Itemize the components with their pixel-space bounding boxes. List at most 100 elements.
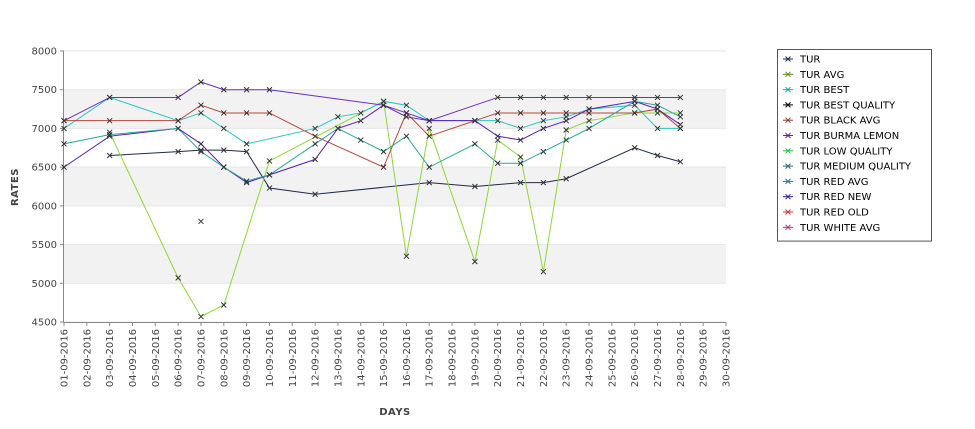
data-point	[198, 148, 204, 155]
data-point	[106, 152, 113, 159]
data-point	[380, 164, 387, 170]
data-point-stroke	[403, 113, 410, 120]
x-tick-label: 21-09-2016	[516, 329, 527, 387]
data-point-stroke	[472, 258, 478, 265]
data-point-stroke	[266, 172, 273, 178]
series-line	[63, 100, 681, 182]
data-point-stroke	[540, 110, 547, 116]
data-point-stroke	[472, 183, 478, 190]
data-point	[563, 94, 570, 101]
data-point-stroke	[426, 117, 433, 124]
data-point	[517, 94, 524, 101]
data-point-stroke	[563, 110, 570, 116]
data-point	[785, 147, 791, 154]
data-point	[563, 137, 570, 143]
data-point	[243, 148, 250, 155]
data-point-stroke	[785, 86, 791, 93]
x-tick-label: 15-09-2016	[379, 329, 390, 387]
data-point	[540, 148, 547, 155]
data-point	[494, 133, 501, 140]
data-point	[785, 102, 791, 108]
data-point	[106, 94, 113, 101]
axes	[63, 51, 726, 323]
y-tick-label: 8000	[32, 47, 57, 58]
data-point	[403, 253, 410, 260]
data-point	[517, 125, 524, 132]
data-point-stroke	[198, 110, 204, 116]
data-point-stroke	[403, 253, 410, 260]
data-point-stroke	[266, 185, 273, 191]
series-tur-red-avg	[61, 98, 684, 184]
data-point-stroke	[677, 121, 684, 128]
data-point-stroke	[540, 268, 547, 275]
x-tick-label: 07-09-2016	[196, 329, 207, 387]
data-point	[677, 158, 684, 165]
data-point-stroke	[198, 148, 204, 155]
legend-item: TUR MEDIUM QUALITY	[783, 162, 912, 173]
data-point	[472, 117, 478, 124]
data-point-stroke	[540, 148, 547, 155]
data-point-stroke	[175, 125, 181, 132]
x-tick-label: 23-09-2016	[562, 329, 573, 387]
x-tick-label: 29-09-2016	[699, 329, 710, 387]
data-point	[106, 131, 113, 138]
y-tick-label: 6500	[32, 163, 57, 174]
x-tick-label: 28-09-2016	[676, 329, 687, 387]
data-point	[677, 113, 684, 120]
data-point-stroke	[677, 158, 684, 165]
data-point-stroke	[517, 160, 524, 167]
x-tick-label: 19-09-2016	[470, 329, 481, 387]
data-point	[563, 175, 570, 182]
data-point-stroke	[494, 94, 501, 101]
y-tick-label: 7500	[32, 85, 57, 96]
series-tur	[106, 144, 684, 198]
data-point	[403, 133, 410, 140]
data-point	[357, 110, 364, 116]
x-tick-label: 18-09-2016	[448, 329, 459, 387]
data-point	[563, 127, 570, 133]
legend-label: TUR BLACK AVG	[799, 116, 880, 127]
data-point-stroke	[540, 125, 547, 132]
data-point-stroke	[586, 117, 592, 124]
data-point	[61, 164, 67, 170]
data-point-stroke	[785, 163, 791, 169]
data-point	[540, 125, 547, 132]
data-point-stroke	[243, 141, 250, 147]
data-point-stroke	[175, 94, 181, 101]
y-axis-title: RATES	[10, 168, 21, 206]
data-point	[654, 102, 661, 109]
data-point	[61, 125, 67, 132]
data-point-stroke	[785, 71, 791, 78]
data-point-stroke	[517, 110, 524, 116]
data-point	[517, 110, 524, 116]
data-point-stroke	[266, 110, 273, 116]
data-point-stroke	[220, 110, 227, 116]
data-point-stroke	[198, 102, 204, 109]
data-point-stroke	[266, 86, 273, 93]
legend-item: TUR BURMA LEMON	[783, 131, 899, 142]
data-point	[654, 152, 661, 159]
data-point-stroke	[426, 125, 433, 132]
data-point-stroke	[494, 133, 501, 140]
data-point	[654, 125, 661, 132]
x-tick-label: 22-09-2016	[539, 329, 550, 387]
data-point	[220, 125, 227, 132]
data-point	[494, 110, 501, 116]
data-point-stroke	[380, 164, 387, 170]
data-point-stroke	[563, 137, 570, 143]
data-point	[335, 113, 341, 120]
data-point-stroke	[677, 113, 684, 120]
data-point-stroke	[426, 164, 433, 170]
data-point	[243, 141, 250, 147]
data-point-stroke	[312, 191, 318, 198]
data-point-stroke	[357, 137, 364, 143]
series-line	[109, 100, 681, 318]
data-point	[472, 258, 478, 265]
data-point	[312, 156, 318, 163]
data-point-stroke	[61, 125, 67, 132]
data-point-stroke	[312, 156, 318, 163]
data-point	[540, 117, 547, 124]
data-point	[677, 94, 684, 101]
legend-label: TUR BEST QUALITY	[799, 100, 896, 111]
data-point-stroke	[220, 125, 227, 132]
